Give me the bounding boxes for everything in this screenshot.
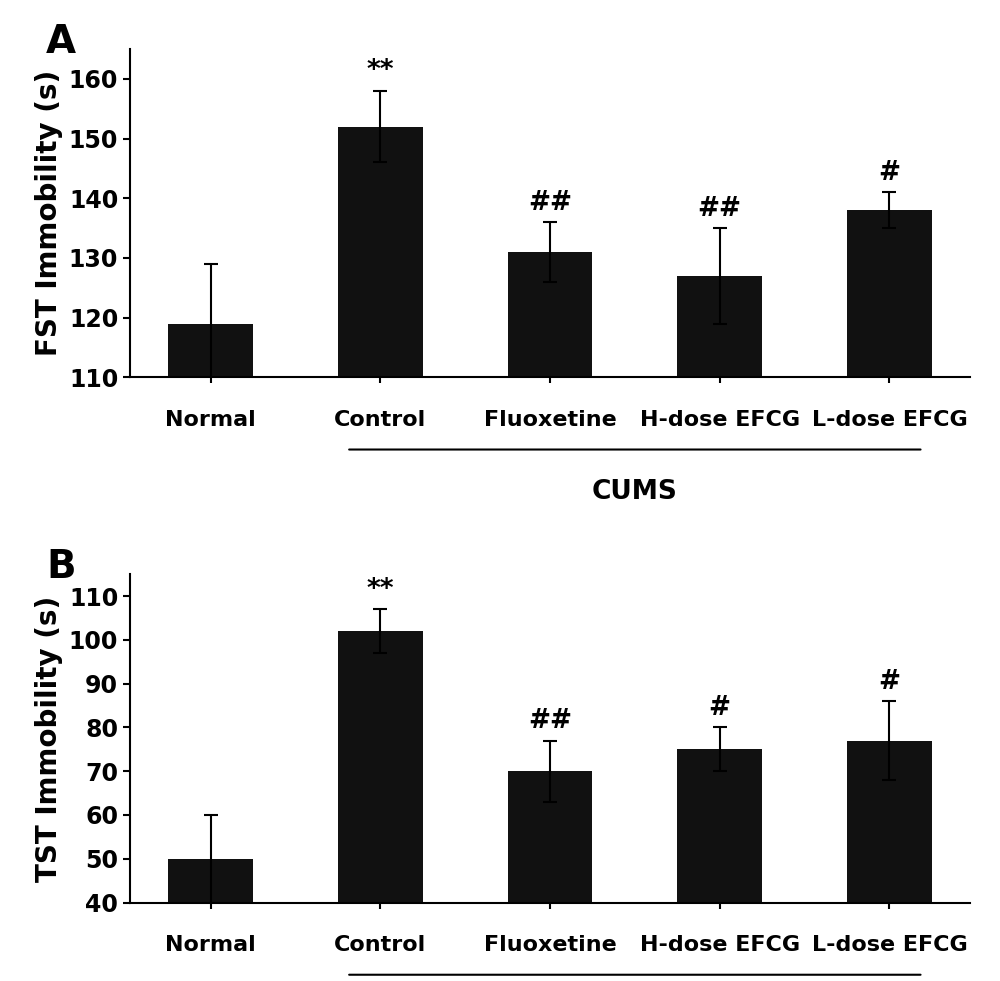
- Text: Control: Control: [334, 410, 426, 430]
- Text: #: #: [709, 695, 731, 721]
- Bar: [508, 771, 592, 903]
- Text: #: #: [878, 669, 900, 695]
- Text: H-dose EFCG: H-dose EFCG: [640, 935, 800, 955]
- Bar: [508, 252, 592, 378]
- Y-axis label: FST Immobility (s): FST Immobility (s): [35, 70, 63, 356]
- Bar: [847, 741, 932, 903]
- Bar: [847, 210, 932, 378]
- Text: #: #: [878, 160, 900, 185]
- Text: H-dose EFCG: H-dose EFCG: [640, 410, 800, 430]
- Text: **: **: [367, 577, 394, 602]
- Bar: [168, 324, 253, 378]
- Bar: [338, 127, 423, 378]
- Text: L-dose EFCG: L-dose EFCG: [812, 935, 967, 955]
- Text: Fluoxetine: Fluoxetine: [484, 410, 616, 430]
- Text: CUMS: CUMS: [592, 479, 678, 505]
- Text: ##: ##: [528, 189, 572, 216]
- Text: B: B: [46, 548, 76, 586]
- Text: A: A: [46, 23, 76, 61]
- Text: Fluoxetine: Fluoxetine: [484, 935, 616, 955]
- Text: Control: Control: [334, 935, 426, 955]
- Text: ##: ##: [528, 708, 572, 734]
- Bar: [338, 631, 423, 903]
- Text: Normal: Normal: [165, 410, 256, 430]
- Text: **: **: [367, 58, 394, 84]
- Bar: [677, 276, 762, 378]
- Y-axis label: TST Immobility (s): TST Immobility (s): [35, 595, 63, 882]
- Text: Normal: Normal: [165, 935, 256, 955]
- Text: L-dose EFCG: L-dose EFCG: [812, 410, 967, 430]
- Bar: [677, 749, 762, 903]
- Text: ##: ##: [698, 195, 742, 222]
- Bar: [168, 858, 253, 903]
